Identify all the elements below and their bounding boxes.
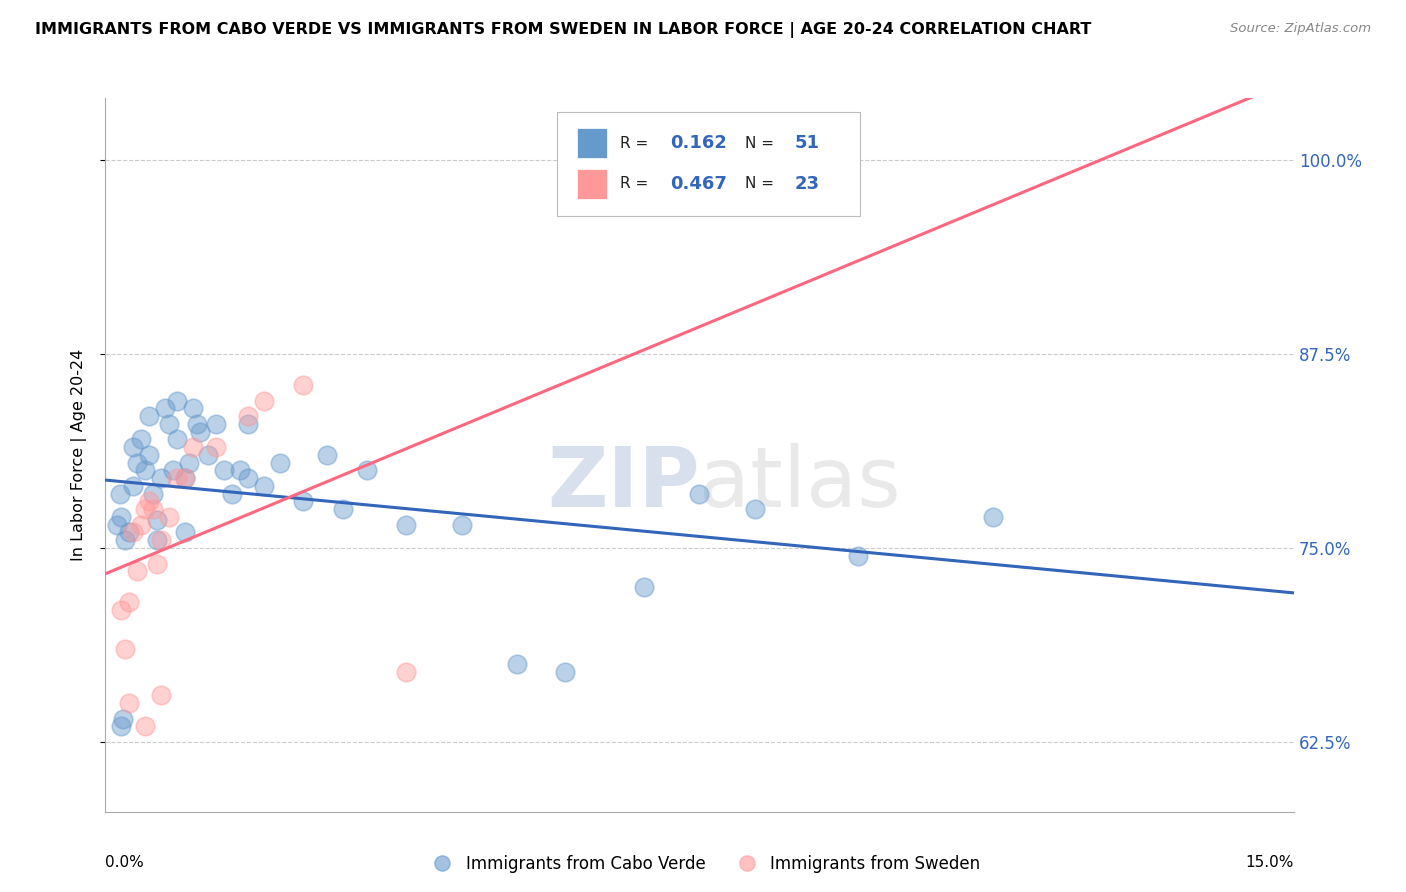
Text: R =: R = xyxy=(620,136,652,151)
Point xyxy=(129,433,152,447)
Point xyxy=(142,502,165,516)
Point xyxy=(506,657,529,672)
Point xyxy=(253,479,276,493)
Point xyxy=(214,463,236,477)
Point xyxy=(229,463,252,477)
Point xyxy=(105,517,128,532)
Point xyxy=(157,510,180,524)
Point xyxy=(108,486,131,500)
Text: 51: 51 xyxy=(794,134,820,152)
Point xyxy=(118,696,141,710)
Point xyxy=(173,471,195,485)
Point xyxy=(146,533,169,548)
Point xyxy=(122,440,145,454)
Point xyxy=(114,641,136,656)
Point xyxy=(114,533,136,548)
Point xyxy=(316,448,339,462)
Text: Source: ZipAtlas.com: Source: ZipAtlas.com xyxy=(1230,22,1371,36)
Point xyxy=(134,719,156,733)
Point xyxy=(110,510,132,524)
Text: R =: R = xyxy=(620,177,652,191)
Point xyxy=(166,393,188,408)
Point xyxy=(127,456,149,470)
Point xyxy=(292,494,315,508)
Point xyxy=(142,486,165,500)
Text: 0.467: 0.467 xyxy=(669,175,727,193)
Point xyxy=(846,549,869,563)
Point xyxy=(111,712,134,726)
Text: ZIP: ZIP xyxy=(547,443,700,524)
Point xyxy=(138,494,160,508)
Point xyxy=(110,603,132,617)
Point xyxy=(186,417,208,431)
Point xyxy=(146,557,169,571)
Point xyxy=(633,580,655,594)
Point xyxy=(149,471,172,485)
Point xyxy=(221,486,243,500)
Point xyxy=(157,417,180,431)
Point xyxy=(292,378,315,392)
Point xyxy=(236,409,259,424)
Point xyxy=(450,517,472,532)
Point xyxy=(162,463,184,477)
Point xyxy=(205,417,228,431)
Point xyxy=(744,502,766,516)
Point xyxy=(689,486,711,500)
Point xyxy=(236,471,259,485)
Point xyxy=(197,448,219,462)
Point xyxy=(205,440,228,454)
Point xyxy=(129,517,152,532)
Text: 0.162: 0.162 xyxy=(669,134,727,152)
Point xyxy=(127,564,149,578)
Point xyxy=(110,719,132,733)
Point xyxy=(134,463,156,477)
Text: 0.0%: 0.0% xyxy=(105,855,145,871)
Point xyxy=(269,456,291,470)
Point xyxy=(236,417,259,431)
Bar xyxy=(576,128,607,158)
FancyBboxPatch shape xyxy=(557,112,860,216)
Point xyxy=(173,471,195,485)
Point xyxy=(173,525,195,540)
Text: 15.0%: 15.0% xyxy=(1246,855,1294,871)
Point xyxy=(138,448,160,462)
Point xyxy=(166,471,188,485)
Text: N =: N = xyxy=(745,136,779,151)
Point xyxy=(181,401,204,416)
Point xyxy=(177,456,200,470)
Point xyxy=(332,502,354,516)
Legend: Immigrants from Cabo Verde, Immigrants from Sweden: Immigrants from Cabo Verde, Immigrants f… xyxy=(419,848,987,880)
Text: IMMIGRANTS FROM CABO VERDE VS IMMIGRANTS FROM SWEDEN IN LABOR FORCE | AGE 20-24 : IMMIGRANTS FROM CABO VERDE VS IMMIGRANTS… xyxy=(35,22,1091,38)
Point xyxy=(253,393,276,408)
Point xyxy=(395,517,418,532)
Point xyxy=(981,510,1004,524)
Point xyxy=(134,502,156,516)
Point xyxy=(166,433,188,447)
Bar xyxy=(576,169,607,199)
Y-axis label: In Labor Force | Age 20-24: In Labor Force | Age 20-24 xyxy=(72,349,87,561)
Text: atlas: atlas xyxy=(700,443,901,524)
Point xyxy=(138,409,160,424)
Point xyxy=(149,689,172,703)
Text: N =: N = xyxy=(745,177,779,191)
Point xyxy=(153,401,176,416)
Point xyxy=(395,665,418,679)
Point xyxy=(554,665,576,679)
Text: 23: 23 xyxy=(794,175,820,193)
Point xyxy=(190,425,212,439)
Point xyxy=(356,463,378,477)
Point xyxy=(118,525,141,540)
Point xyxy=(122,479,145,493)
Point xyxy=(146,513,169,527)
Point xyxy=(181,440,204,454)
Point xyxy=(118,595,141,609)
Point xyxy=(122,525,145,540)
Point xyxy=(149,533,172,548)
